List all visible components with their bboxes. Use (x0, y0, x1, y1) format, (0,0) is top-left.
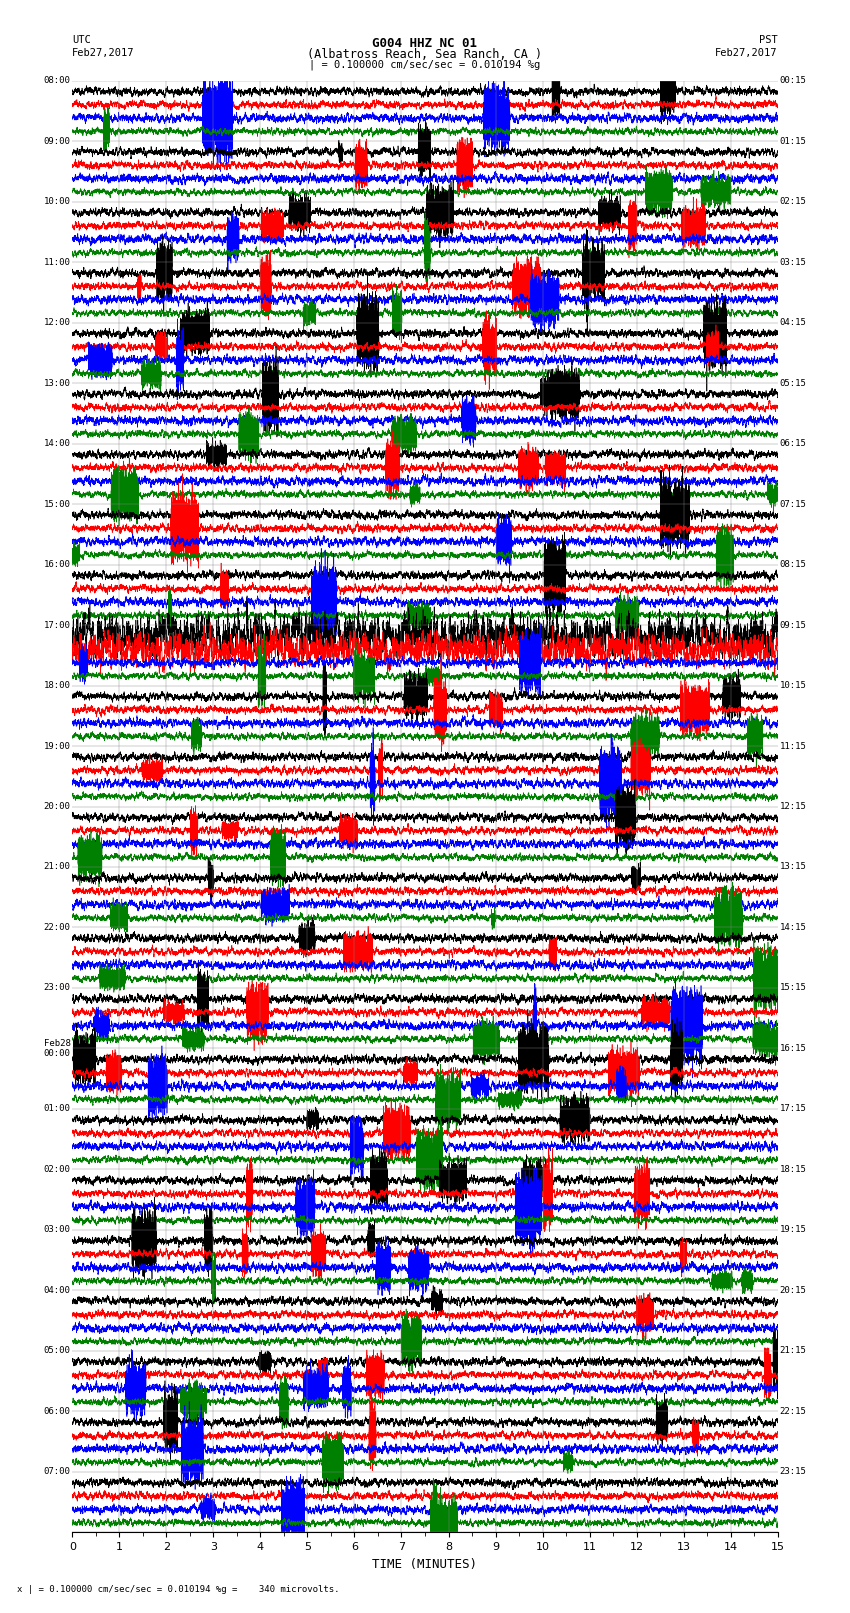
Text: 12:00: 12:00 (43, 318, 71, 327)
Text: 11:00: 11:00 (43, 258, 71, 266)
Text: 16:15: 16:15 (779, 1044, 807, 1053)
Text: 07:15: 07:15 (779, 500, 807, 508)
Text: 13:00: 13:00 (43, 379, 71, 387)
Text: 02:15: 02:15 (779, 197, 807, 206)
Text: 04:00: 04:00 (43, 1286, 71, 1295)
Text: 14:00: 14:00 (43, 439, 71, 448)
Text: 16:00: 16:00 (43, 560, 71, 569)
Text: Feb28
00:00: Feb28 00:00 (43, 1039, 71, 1058)
Text: Feb27,2017: Feb27,2017 (72, 48, 135, 58)
Text: UTC: UTC (72, 35, 91, 45)
Text: 05:00: 05:00 (43, 1347, 71, 1355)
Text: 08:00: 08:00 (43, 76, 71, 85)
Text: 23:00: 23:00 (43, 984, 71, 992)
Text: (Albatross Reach, Sea Ranch, CA ): (Albatross Reach, Sea Ranch, CA ) (308, 48, 542, 61)
Text: 18:00: 18:00 (43, 681, 71, 690)
Text: 13:15: 13:15 (779, 863, 807, 871)
Text: 23:15: 23:15 (779, 1468, 807, 1476)
Text: 20:00: 20:00 (43, 802, 71, 811)
Text: 10:00: 10:00 (43, 197, 71, 206)
Text: 10:15: 10:15 (779, 681, 807, 690)
Text: 04:15: 04:15 (779, 318, 807, 327)
Text: 15:15: 15:15 (779, 984, 807, 992)
Text: 22:00: 22:00 (43, 923, 71, 932)
Text: G004 HHZ NC 01: G004 HHZ NC 01 (372, 37, 478, 50)
Text: 00:15: 00:15 (779, 76, 807, 85)
Text: 12:15: 12:15 (779, 802, 807, 811)
Text: 05:15: 05:15 (779, 379, 807, 387)
Text: 14:15: 14:15 (779, 923, 807, 932)
Text: 17:15: 17:15 (779, 1105, 807, 1113)
Text: 01:00: 01:00 (43, 1105, 71, 1113)
Text: 18:15: 18:15 (779, 1165, 807, 1174)
Text: 07:00: 07:00 (43, 1468, 71, 1476)
Text: 20:15: 20:15 (779, 1286, 807, 1295)
Text: 19:15: 19:15 (779, 1226, 807, 1234)
Text: 19:00: 19:00 (43, 742, 71, 750)
Text: 08:15: 08:15 (779, 560, 807, 569)
Text: 21:00: 21:00 (43, 863, 71, 871)
Text: 11:15: 11:15 (779, 742, 807, 750)
Text: Feb27,2017: Feb27,2017 (715, 48, 778, 58)
Text: 09:15: 09:15 (779, 621, 807, 629)
Text: PST: PST (759, 35, 778, 45)
Text: 15:00: 15:00 (43, 500, 71, 508)
Text: 09:00: 09:00 (43, 137, 71, 145)
X-axis label: TIME (MINUTES): TIME (MINUTES) (372, 1558, 478, 1571)
Text: x | = 0.100000 cm/sec/sec = 0.010194 %g =    340 microvolts.: x | = 0.100000 cm/sec/sec = 0.010194 %g … (17, 1584, 339, 1594)
Text: 21:15: 21:15 (779, 1347, 807, 1355)
Text: 17:00: 17:00 (43, 621, 71, 629)
Text: 03:00: 03:00 (43, 1226, 71, 1234)
Text: 06:00: 06:00 (43, 1407, 71, 1416)
Text: 03:15: 03:15 (779, 258, 807, 266)
Text: 02:00: 02:00 (43, 1165, 71, 1174)
Text: 01:15: 01:15 (779, 137, 807, 145)
Text: 06:15: 06:15 (779, 439, 807, 448)
Text: 22:15: 22:15 (779, 1407, 807, 1416)
Text: | = 0.100000 cm/sec/sec = 0.010194 %g: | = 0.100000 cm/sec/sec = 0.010194 %g (309, 60, 541, 71)
